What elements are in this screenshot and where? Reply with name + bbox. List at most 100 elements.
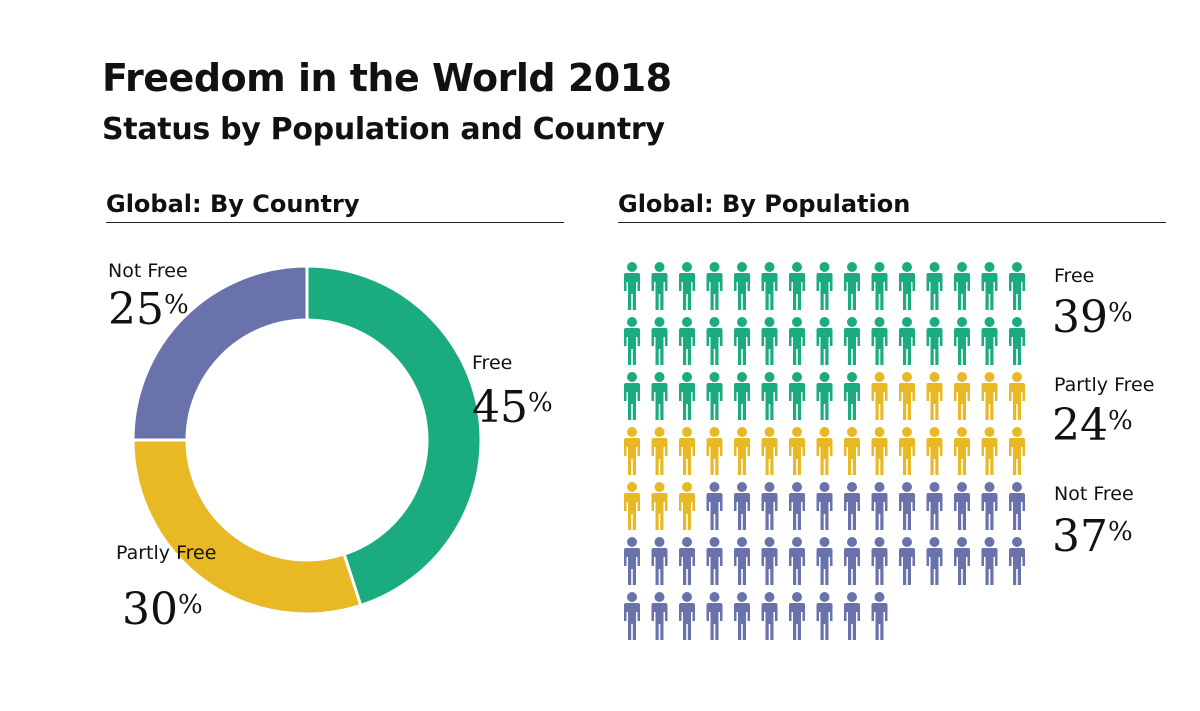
page-title: Freedom in the World 2018 [102, 56, 672, 100]
person-icon [624, 317, 640, 365]
person-icon [871, 262, 888, 310]
person-icon [734, 317, 750, 365]
person-icon [651, 427, 668, 475]
free-population-label: Free [1054, 265, 1095, 287]
person-icon [871, 372, 888, 420]
person-icon [651, 482, 668, 530]
person-icon [624, 537, 640, 585]
person-icon [1009, 317, 1025, 365]
person-icon [899, 482, 915, 530]
person-icon [981, 537, 998, 585]
person-icon [1009, 482, 1025, 530]
country-donut-chart [131, 264, 483, 616]
partly-free-population-label: Partly Free [1054, 374, 1155, 396]
person-icon [734, 537, 750, 585]
person-icon [679, 537, 695, 585]
person-icon [679, 592, 695, 640]
not-free-country-value: 25% [108, 284, 189, 335]
person-icon [734, 372, 750, 420]
person-icon [679, 262, 695, 310]
person-icon [734, 427, 750, 475]
partly-free-country-value: 30% [122, 584, 203, 635]
person-icon [954, 372, 970, 420]
person-icon [789, 372, 805, 420]
person-icon [706, 537, 723, 585]
not-free-country-label: Not Free [108, 260, 188, 282]
not-free-population-label: Not Free [1054, 483, 1134, 505]
person-icon [954, 537, 970, 585]
person-icon [816, 372, 833, 420]
person-icon [706, 262, 723, 310]
person-icon [871, 592, 888, 640]
free-country-label: Free [472, 352, 513, 374]
person-icon [1009, 537, 1025, 585]
person-icon [981, 482, 998, 530]
person-icon [844, 427, 860, 475]
free-country-value: 45% [472, 382, 553, 433]
person-icon [624, 427, 640, 475]
person-icon [706, 482, 723, 530]
donut-slice-partly-free [131, 438, 363, 616]
person-icon [844, 262, 860, 310]
page-subtitle: Status by Population and Country [102, 112, 665, 147]
person-icon [816, 592, 833, 640]
person-icon [789, 537, 805, 585]
person-icon [679, 317, 695, 365]
person-icon [679, 482, 695, 530]
person-icon [926, 317, 943, 365]
person-icon [624, 262, 640, 310]
donut-slice-free [305, 264, 483, 608]
person-icon [899, 427, 915, 475]
person-icon [926, 262, 943, 310]
person-icon [789, 592, 805, 640]
population-pictogram [624, 262, 1025, 640]
person-icon [789, 317, 805, 365]
person-icon [981, 317, 998, 365]
person-icon [1009, 262, 1025, 310]
person-icon [954, 317, 970, 365]
country-section-heading: Global: By Country [106, 190, 564, 223]
person-icon [789, 262, 805, 310]
donut-slice-not-free [131, 264, 309, 442]
partly-free-country-label: Partly Free [116, 542, 217, 564]
person-icon [844, 592, 860, 640]
person-icon [954, 427, 970, 475]
person-icon [651, 537, 668, 585]
person-icon [624, 482, 640, 530]
person-icon [706, 592, 723, 640]
person-icon [761, 427, 778, 475]
person-icon [899, 537, 915, 585]
person-icon [706, 317, 723, 365]
person-icon [954, 482, 970, 530]
person-icon [651, 262, 668, 310]
person-icon [761, 537, 778, 585]
person-icon [926, 537, 943, 585]
not-free-population-value: 37% [1052, 511, 1133, 562]
person-icon [954, 262, 970, 310]
person-icon [1009, 372, 1025, 420]
person-icon [816, 262, 833, 310]
person-icon [789, 427, 805, 475]
person-icon [899, 317, 915, 365]
person-icon [844, 482, 860, 530]
person-icon [624, 592, 640, 640]
person-icon [871, 317, 888, 365]
person-icon [926, 372, 943, 420]
person-icon [816, 537, 833, 585]
person-icon [899, 262, 915, 310]
person-icon [871, 537, 888, 585]
person-icon [761, 317, 778, 365]
population-section-heading: Global: By Population [618, 190, 1166, 223]
person-icon [651, 317, 668, 365]
person-icon [651, 592, 668, 640]
person-icon [816, 482, 833, 530]
free-population-value: 39% [1052, 292, 1133, 343]
person-icon [679, 372, 695, 420]
person-icon [926, 427, 943, 475]
person-icon [844, 537, 860, 585]
person-icon [789, 482, 805, 530]
person-icon [981, 427, 998, 475]
person-icon [926, 482, 943, 530]
person-icon [816, 317, 833, 365]
person-icon [706, 427, 723, 475]
